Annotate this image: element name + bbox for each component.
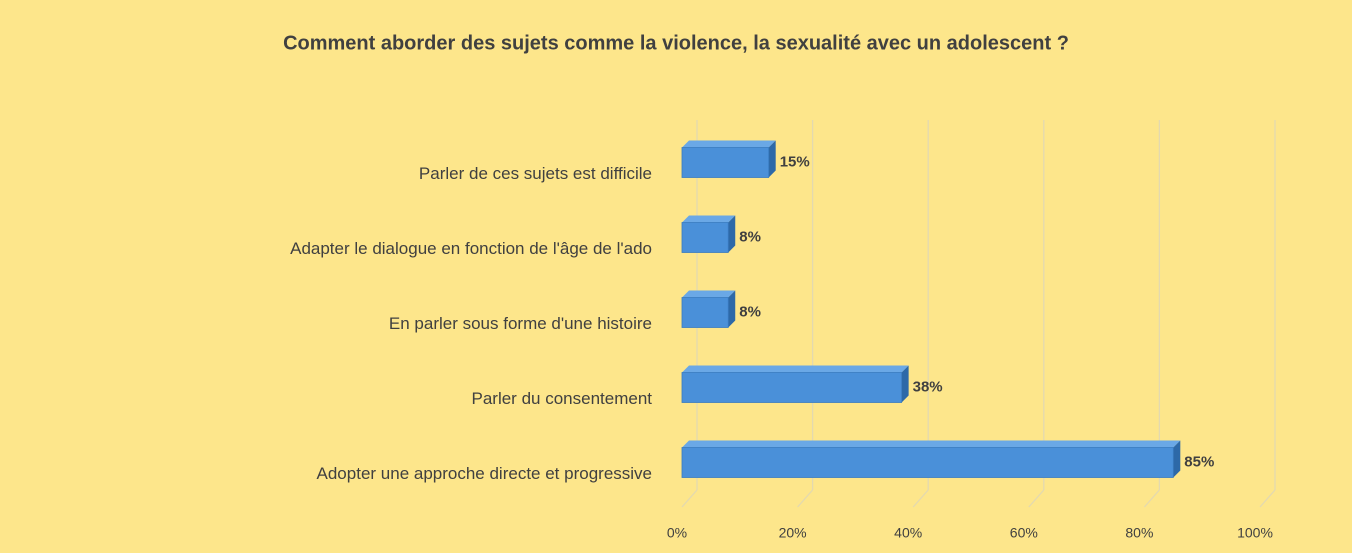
- bar-side: [728, 215, 736, 253]
- chart-title: Comment aborder des sujets comme la viol…: [283, 32, 1069, 54]
- y-tick-label: En parler sous forme d'une histoire: [389, 314, 652, 333]
- value-label: 15%: [780, 153, 810, 170]
- bar-top: [682, 365, 909, 373]
- grid-line-floor: [1028, 489, 1045, 508]
- bar-side: [728, 290, 736, 328]
- x-tick-label: 40%: [894, 525, 922, 541]
- bar-side: [1173, 440, 1181, 478]
- x-tick-label: 60%: [1010, 525, 1038, 541]
- y-tick-label: Adapter le dialogue en fonction de l'âge…: [290, 239, 652, 258]
- bar-top: [682, 440, 1181, 448]
- value-label: 8%: [739, 228, 761, 245]
- x-tick-label: 100%: [1237, 525, 1273, 541]
- grid-line-floor: [1143, 489, 1160, 508]
- x-tick-label: 20%: [779, 525, 807, 541]
- bar-top: [682, 140, 776, 148]
- bar: [681, 297, 729, 328]
- value-label: 8%: [739, 303, 761, 320]
- x-tick-label: 0%: [667, 525, 687, 541]
- bar-top: [682, 215, 736, 223]
- bar-side: [768, 140, 776, 178]
- y-tick-label: Parler du consentement: [472, 389, 653, 408]
- grid-line-floor: [912, 489, 929, 508]
- bar: [681, 447, 1174, 478]
- grid-line-floor: [797, 489, 814, 508]
- bar-side: [901, 365, 909, 403]
- grid-line-floor: [1259, 489, 1276, 508]
- value-label: 85%: [1184, 453, 1214, 470]
- bar: [681, 372, 903, 403]
- grid-line-floor: [681, 489, 698, 508]
- bar-top: [682, 290, 736, 298]
- y-tick-label: Adopter une approche directe et progress…: [317, 464, 652, 483]
- bar: [681, 147, 770, 178]
- y-tick-label: Parler de ces sujets est difficile: [419, 164, 652, 183]
- bar: [681, 222, 729, 253]
- x-tick-label: 80%: [1125, 525, 1153, 541]
- value-label: 38%: [913, 378, 943, 395]
